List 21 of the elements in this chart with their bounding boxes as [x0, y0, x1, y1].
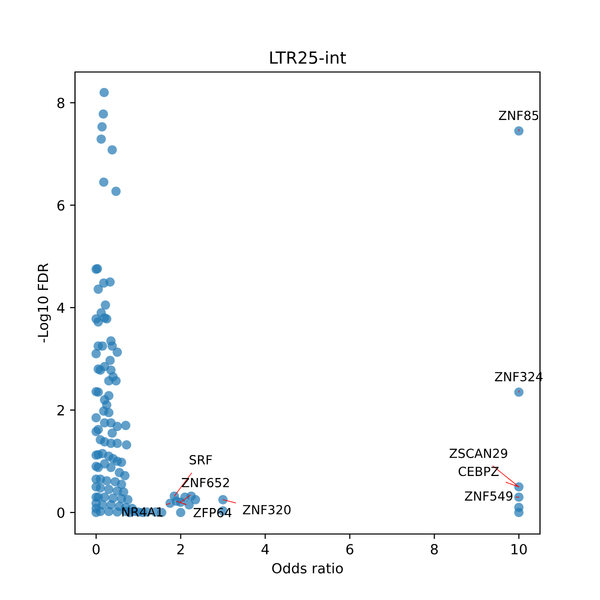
- x-tick-label: 4: [261, 544, 269, 554]
- annotation: ZSCAN29: [450, 448, 508, 458]
- y-axis-title: -Log10 FDR: [38, 263, 51, 342]
- x-tick-label: 2: [177, 544, 184, 554]
- annotation: NR4A1: [122, 507, 162, 516]
- y-tick-label: 6: [57, 200, 64, 211]
- y-tick-label: 2: [57, 405, 64, 416]
- x-tick-label: 6: [346, 544, 354, 554]
- annotation: ZNF85: [498, 110, 538, 120]
- y-tick-label: 4: [57, 302, 64, 313]
- annotation: CEBPZ: [458, 466, 499, 476]
- annotation: ZNF549: [464, 491, 512, 501]
- y-tick-label: 8: [57, 98, 64, 108]
- annotation: ZNF320: [242, 504, 291, 514]
- x-tick-label: 8: [430, 544, 438, 554]
- x-axis-title: Odds ratio: [272, 562, 343, 574]
- y-tick-label: 0: [57, 507, 64, 518]
- x-tick-label: 0: [92, 544, 100, 554]
- x-tick-label: 10: [512, 544, 527, 554]
- annotation: SRF: [190, 455, 212, 465]
- chart-title: LTR25-int: [270, 51, 346, 64]
